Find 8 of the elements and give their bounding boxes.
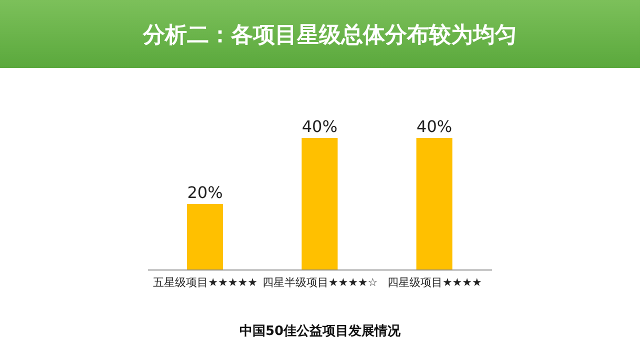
data-label: 40% — [416, 117, 452, 136]
x-tick-label: 五星级项目★★★★★ — [153, 276, 258, 289]
x-tick-label: 四星半级项目★★★★☆ — [262, 276, 378, 289]
x-axis-title: 中国50佳公益项目发展情况 — [239, 324, 402, 339]
x-tick-label: 四星级项目★★★★ — [387, 276, 482, 289]
data-label: 20% — [187, 183, 223, 202]
chart-title: 分析二：各项目星级总体分布较为均匀 — [142, 22, 518, 50]
data-label: 40% — [302, 117, 338, 136]
